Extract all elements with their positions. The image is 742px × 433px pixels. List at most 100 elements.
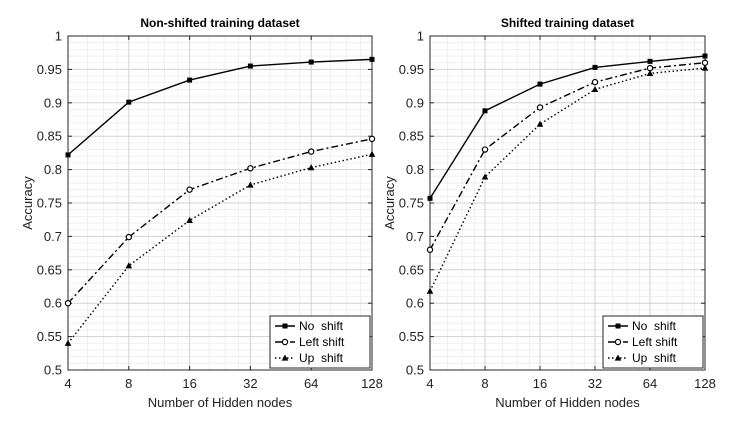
x-tick-label: 4 <box>426 376 433 391</box>
data-point <box>647 58 653 64</box>
x-tick-label: 128 <box>694 376 716 391</box>
y-tick-label: 0.75 <box>37 196 62 211</box>
data-point <box>426 287 434 294</box>
series-left-shift <box>426 59 709 253</box>
data-point <box>426 246 434 253</box>
data-point <box>247 63 253 69</box>
y-tick-label: 0.5 <box>406 363 424 378</box>
series-line <box>429 67 706 292</box>
data-point <box>591 85 599 93</box>
y-tick-label: 0.6 <box>406 296 424 311</box>
legend-label: Up shift <box>299 351 344 365</box>
y-tick-label: 0.75 <box>399 196 424 211</box>
y-tick-label: 0.9 <box>406 95 424 110</box>
x-tick-label: 32 <box>243 376 257 391</box>
y-tick-label: 0.85 <box>37 129 62 144</box>
data-point <box>701 59 709 66</box>
chart-shifted: 4 8 16 32 64 128 0.5 0.55 0.6 0.65 0.7 0.75 0.8 0.85 0… <box>382 16 716 410</box>
data-point <box>247 181 254 188</box>
x-tick-label: 64 <box>304 376 318 391</box>
data-point <box>368 135 376 143</box>
x-axis-label: Number of Hidden nodes <box>495 395 640 410</box>
x-tick-label: 8 <box>481 376 488 391</box>
data-point <box>186 216 193 223</box>
data-point <box>186 186 193 193</box>
data-point <box>536 120 544 127</box>
y-tick-label: 0.65 <box>399 262 424 277</box>
data-point <box>482 108 488 114</box>
data-point <box>646 64 654 72</box>
legend-marker <box>282 323 288 329</box>
chart-title: Shifted training dataset <box>501 16 634 30</box>
data-point <box>702 53 708 59</box>
data-point <box>701 64 709 71</box>
legend-label: Left shift <box>299 335 345 349</box>
series-line <box>67 58 373 156</box>
data-point <box>646 69 654 77</box>
series-up-shift <box>64 150 376 346</box>
data-point <box>481 173 489 180</box>
legend-marker <box>281 354 289 361</box>
series-left-shift <box>64 135 376 307</box>
data-point <box>369 56 375 62</box>
y-axis-label: Accuracy <box>20 176 35 230</box>
legend-label: No shift <box>632 319 677 333</box>
legend-marker <box>615 323 621 329</box>
legend-label: Up shift <box>632 351 677 365</box>
y-tick-label: 0.8 <box>44 162 62 177</box>
y-axis-label: Accuracy <box>382 176 397 230</box>
y-tick-label: 0.55 <box>399 329 424 344</box>
data-point <box>65 152 71 158</box>
legend-label: No shift <box>299 319 344 333</box>
legend-marker <box>614 338 622 346</box>
data-point <box>247 165 254 172</box>
y-tick-label: 0.7 <box>44 229 62 244</box>
x-tick-label: 16 <box>182 376 196 391</box>
data-point <box>308 59 314 65</box>
data-point <box>592 64 598 70</box>
series-no-shift <box>427 53 708 201</box>
x-tick-label: 64 <box>643 376 657 391</box>
data-point <box>125 233 133 241</box>
data-point <box>536 104 544 111</box>
data-point <box>64 300 72 307</box>
chart-non-shifted: 4 8 16 32 64 128 0.5 0.55 0.6 0.65 0.7 0.75 0.8 0.85 0… <box>20 16 383 410</box>
legend-label: Left shift <box>632 335 678 349</box>
x-tick-label: 32 <box>588 376 602 391</box>
data-point <box>308 148 315 155</box>
x-tick-label: 4 <box>64 376 71 391</box>
series-up-shift <box>426 64 709 294</box>
chart-title: Non-shifted training dataset <box>140 16 299 30</box>
series-line <box>429 62 706 251</box>
y-tick-label: 0.85 <box>399 129 424 144</box>
legend-marker <box>614 354 622 361</box>
x-axis-label: Number of Hidden nodes <box>148 395 293 410</box>
legend: No shift Left shift Up shift <box>602 315 704 369</box>
x-tick-label: 16 <box>533 376 547 391</box>
series-line <box>67 138 373 304</box>
legend: No shift Left shift Up shift <box>269 315 371 369</box>
y-tick-label: 0.95 <box>399 62 424 77</box>
x-tick-label: 8 <box>125 376 132 391</box>
data-point <box>591 78 599 86</box>
data-point <box>368 150 376 157</box>
data-point <box>64 339 72 346</box>
y-tick-label: 1 <box>55 29 62 44</box>
y-tick-label: 0.95 <box>37 62 62 77</box>
x-tick-label: 128 <box>361 376 383 391</box>
y-tick-label: 0.5 <box>44 363 62 378</box>
data-point <box>126 99 132 105</box>
legend-marker <box>281 338 289 346</box>
y-tick-label: 0.7 <box>406 229 424 244</box>
data-point <box>125 262 133 269</box>
y-tick-label: 0.55 <box>37 329 62 344</box>
series-line <box>429 55 706 199</box>
y-tick-label: 0.9 <box>44 95 62 110</box>
y-tick-label: 0.65 <box>37 262 62 277</box>
data-point <box>307 164 315 171</box>
series-no-shift <box>65 56 375 158</box>
y-tick-label: 1 <box>417 29 424 44</box>
data-point <box>187 77 193 83</box>
data-point <box>427 195 433 201</box>
